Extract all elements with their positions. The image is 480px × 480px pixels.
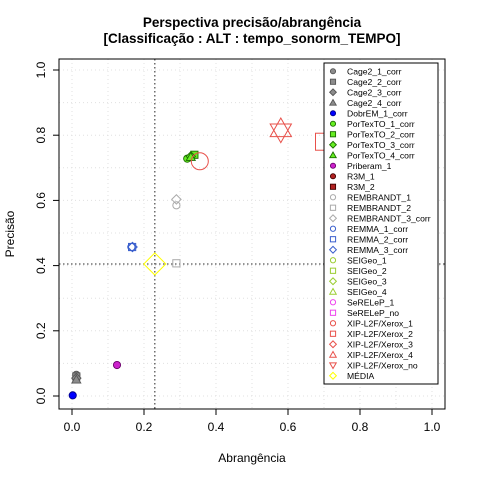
legend-entry-label: PorTexTO_1_corr [347,119,415,129]
legend-entry-label: SEIGeo_3 [347,276,387,286]
legend-marker [329,183,337,190]
x-axis-label: Abrangência [218,451,286,465]
legend-marker [329,194,337,201]
legend-entry-label: REMBRANDT_3_corr [347,213,431,223]
data-point [127,241,138,253]
y-axis: 0.0 0.2 0.4 0.6 0.8 1.0 [34,61,59,404]
legend-marker [329,267,337,274]
legend-entry-label: REMBRANDT_2 [347,203,411,213]
legend-entry-label: REMMA_2_corr [347,234,408,244]
legend-entry-label: SEIGeo_1 [347,255,387,265]
legend-entry-label: R3M_1 [347,171,375,181]
legend-marker [328,151,338,159]
data-points [68,117,333,400]
legend-entry-label: SeRELeP_no [347,308,399,318]
legend-entry-label: Cage2_2_corr [347,77,402,87]
legend-marker [329,68,337,75]
data-point [171,194,182,205]
legend-entry-label: XIP-L2F/Xerox_1 [347,318,413,328]
legend-marker [328,98,338,106]
data-point [269,117,293,138]
legend-entry-label: REMBRANDT_1 [347,192,411,202]
legend-marker [329,320,337,327]
legend-entry-label: PorTexTO_3_corr [347,140,415,150]
y-tick-label: 0.2 [34,322,48,339]
legend-marker [329,299,337,306]
legend-entry-label: DobrEM_1_corr [347,108,408,118]
legend-marker [329,162,337,169]
grid [59,59,445,409]
data-point [143,252,167,276]
legend-entry-label: XIP-L2F/Xerox_4 [347,350,413,360]
reference-lines [59,59,445,409]
legend-entry-label: Cage2_3_corr [347,87,402,97]
x-axis: 0.0 0.2 0.4 0.6 0.8 1.0 [64,409,441,434]
legend-marker [328,371,338,380]
data-point [71,374,82,384]
legend-marker [329,120,337,127]
data-point [112,360,122,370]
legend-marker [329,110,337,117]
legend-marker [329,330,337,337]
legend-marker [328,245,338,254]
legend-entry-label: Priberam_1 [347,161,392,171]
legend-entry-label: SeRELeP_1 [347,297,395,307]
legend-marker [328,214,338,223]
y-tick-label: 0.4 [34,257,48,274]
legend-entry-label: Cage2_1_corr [347,66,402,76]
x-tick-label: 0.4 [208,420,225,434]
data-point [128,242,137,252]
x-tick-label: 0.8 [352,420,369,434]
legend-marker [329,309,337,316]
legend-entry-label: SEIGeo_4 [347,287,387,297]
y-tick-label: 0.6 [34,192,48,209]
x-tick-label: 0.0 [64,420,81,434]
legend-entry-label: XIP-L2F/Xerox_3 [347,339,413,349]
legend: Cage2_1_corrCage2_2_corrCage2_3_corrCage… [323,62,439,385]
legend-entry-label: XIP-L2F/Xerox_2 [347,329,413,339]
legend-entry-label: MÉDIA [347,371,374,381]
legend-box [323,62,439,385]
legend-entry-label: Cage2_4_corr [347,98,402,108]
legend-marker [329,257,337,264]
legend-marker [329,236,337,243]
x-tick-label: 0.2 [136,420,153,434]
legend-entry-label: PorTexTO_2_corr [347,129,415,139]
legend-marker [328,350,338,358]
legend-marker [329,225,337,232]
data-point [172,201,181,210]
y-tick-label: 0.8 [34,127,48,144]
data-point [68,391,77,400]
data-point [269,123,293,144]
y-tick-label: 1.0 [34,61,48,78]
legend-entry-label: XIP-L2F/Xerox_no [347,360,418,370]
legend-marker [328,140,338,149]
data-point [172,259,181,268]
legend-marker [329,78,337,85]
data-point [190,152,209,171]
y-tick-label: 0.0 [34,387,48,404]
legend-entry-label: REMMA_3_corr [347,245,408,255]
chart-title: Perspectiva precisão/abrangência [143,15,362,30]
y-axis-label: Precisão [3,210,17,257]
legend-marker [329,131,337,138]
legend-marker [328,287,338,295]
legend-marker [329,173,337,180]
legend-marker [328,362,338,370]
chart-subtitle: [Classificação : ALT : tempo_sonorm_TEMP… [103,31,400,46]
legend-entry-label: REMMA_1_corr [347,224,408,234]
x-tick-label: 1.0 [424,420,441,434]
legend-entry-label: R3M_2 [347,182,375,192]
legend-entry-label: PorTexTO_4_corr [347,150,415,160]
legend-marker [329,204,337,211]
legend-marker [328,277,338,286]
legend-entry-label: SEIGeo_2 [347,266,387,276]
x-tick-label: 0.6 [280,420,297,434]
plot-frame [58,58,446,410]
legend-marker [328,340,338,349]
legend-marker [328,88,338,97]
